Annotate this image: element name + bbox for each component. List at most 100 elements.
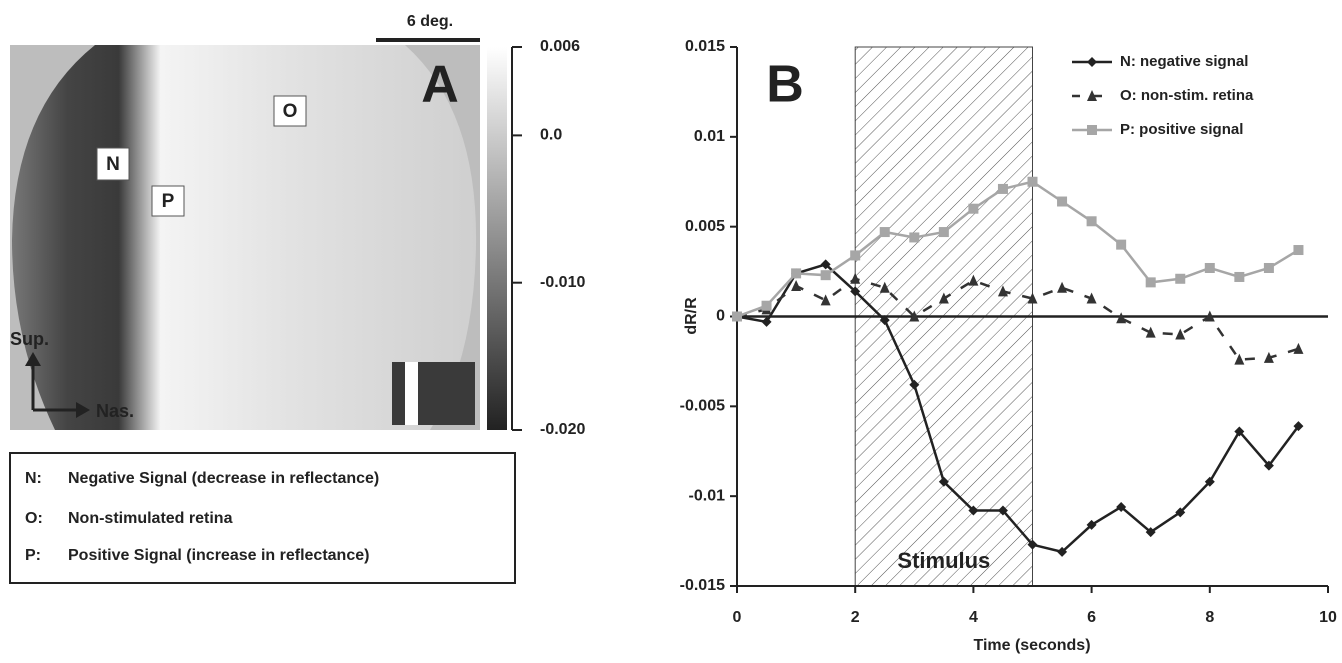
orientation-label: Nas. xyxy=(96,401,134,421)
marker xyxy=(1086,292,1097,304)
colorbar xyxy=(487,47,507,430)
marker xyxy=(1027,176,1038,187)
marker xyxy=(938,476,949,487)
colorbar-tick-label: 0.0 xyxy=(540,127,562,144)
marker xyxy=(997,183,1008,194)
inset-block xyxy=(392,362,475,425)
marker xyxy=(1027,292,1038,304)
x-tick-label: 2 xyxy=(851,609,860,626)
marker xyxy=(968,505,979,516)
label-box xyxy=(151,185,185,217)
marker xyxy=(761,300,772,311)
arrow-head xyxy=(76,402,90,418)
marker xyxy=(1057,546,1068,557)
marker xyxy=(1175,328,1186,340)
series-line xyxy=(736,277,1299,361)
x-tick-label: 0 xyxy=(733,609,742,626)
marker xyxy=(1087,57,1097,67)
orientation-label: Sup. xyxy=(10,329,49,349)
marker xyxy=(1027,539,1038,550)
inset-bar xyxy=(405,362,418,425)
label-box xyxy=(273,95,307,127)
marker xyxy=(1087,125,1097,135)
x-tick-label: 10 xyxy=(1319,609,1337,626)
key-text: Non-stimulated retina xyxy=(68,510,233,527)
marker xyxy=(909,310,920,322)
marker xyxy=(1057,281,1068,293)
y-tick-label: 0.005 xyxy=(685,218,725,235)
marker xyxy=(909,379,920,390)
x-tick-label: 8 xyxy=(1205,609,1214,626)
marker xyxy=(1145,527,1156,538)
marker xyxy=(1263,262,1274,273)
region-label: O xyxy=(283,101,298,122)
marker xyxy=(1175,507,1186,518)
marker xyxy=(732,311,742,322)
colorbar-tick-label: 0.006 xyxy=(540,38,580,55)
marker xyxy=(1145,277,1156,288)
marker xyxy=(968,203,979,214)
marker xyxy=(879,227,890,238)
key-code: P: xyxy=(25,547,41,564)
retina-image xyxy=(12,45,477,430)
legend-label: N: negative signal xyxy=(1120,53,1248,70)
marker xyxy=(938,292,949,304)
marker xyxy=(820,270,831,281)
marker xyxy=(1087,90,1097,101)
marker xyxy=(1293,342,1304,354)
y-axis-title: dR/R xyxy=(683,297,700,335)
marker xyxy=(1234,271,1245,282)
marker xyxy=(1263,351,1274,363)
marker xyxy=(1293,421,1304,432)
marker xyxy=(820,294,831,306)
x-axis-title: Time (seconds) xyxy=(973,637,1090,654)
arrow-head xyxy=(25,352,41,366)
marker xyxy=(909,232,920,243)
marker xyxy=(1145,326,1156,338)
marker xyxy=(1204,476,1215,487)
y-tick-label: -0.015 xyxy=(680,577,725,594)
marker xyxy=(850,272,861,284)
key-box xyxy=(9,452,516,584)
marker xyxy=(997,285,1008,297)
key-text: Negative Signal (decrease in reflectance… xyxy=(68,470,379,487)
region-label: N xyxy=(106,154,120,175)
key-text: Positive Signal (increase in reflectance… xyxy=(68,547,369,564)
marker xyxy=(1234,353,1245,365)
region-label: P xyxy=(162,191,175,212)
marker xyxy=(879,315,890,326)
marker xyxy=(791,268,802,279)
colorbar-tick-label: -0.020 xyxy=(540,421,585,438)
marker xyxy=(1234,426,1245,437)
marker xyxy=(850,250,861,261)
marker xyxy=(1057,196,1068,207)
y-tick-label: 0.015 xyxy=(685,38,725,55)
stimulus-label: Stimulus xyxy=(897,548,990,573)
y-tick-label: 0.01 xyxy=(694,128,725,145)
marker xyxy=(938,227,949,238)
panel-a: 6 deg. A O N P Sup. Nas. N: Negative Sig… xyxy=(9,13,516,584)
marker xyxy=(761,316,772,327)
marker xyxy=(1116,239,1127,250)
y-tick-label: 0 xyxy=(716,308,725,325)
panel-label: A xyxy=(421,56,459,114)
marker xyxy=(1263,460,1274,471)
key-code: N: xyxy=(25,470,42,487)
marker xyxy=(879,281,890,293)
marker xyxy=(997,505,1008,516)
legend-label: P: positive signal xyxy=(1120,121,1243,138)
marker xyxy=(791,279,802,291)
y-tick-label: -0.01 xyxy=(689,487,726,504)
marker xyxy=(1204,262,1215,273)
marker xyxy=(1086,216,1097,227)
panel-label: B xyxy=(766,56,804,114)
colorbar-tick-label: -0.010 xyxy=(540,274,585,291)
marker xyxy=(1293,245,1304,256)
marker xyxy=(820,259,831,270)
series-line xyxy=(736,262,1300,554)
marker xyxy=(968,274,979,286)
legend-label: O: non-stim. retina xyxy=(1120,87,1254,104)
marker xyxy=(1116,312,1127,324)
marker xyxy=(850,286,861,297)
